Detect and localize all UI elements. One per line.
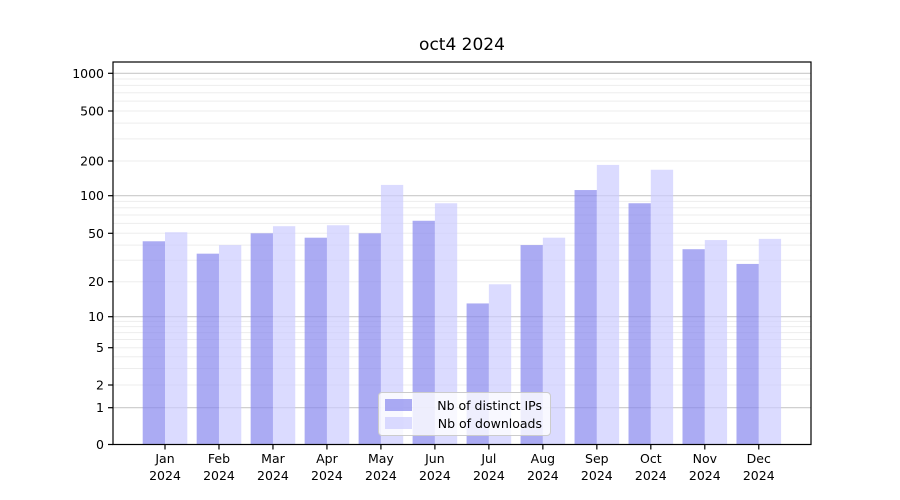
bar-downloads-oct	[650, 169, 674, 445]
bar-downloads-mar	[272, 226, 296, 445]
bar-ips-oct	[628, 203, 651, 445]
y-tick-label: 500	[80, 104, 104, 119]
legend-item-distinct-ips: Nb of distinct IPs	[385, 396, 542, 414]
bar-downloads-may	[380, 184, 404, 445]
y-tick-label: 2	[96, 378, 104, 393]
bar-ips-nov	[682, 249, 705, 445]
bar-downloads-jan	[165, 232, 188, 445]
legend-swatch-downloads-icon	[385, 417, 412, 429]
plot-border	[112, 61, 812, 446]
bar-ips-may	[358, 233, 381, 445]
chart-title: oct4 2024	[419, 35, 505, 55]
bar-ips-jun	[412, 220, 435, 445]
x-tick-label: Sep 2024	[581, 451, 613, 483]
x-tick-label: Jun 2024	[419, 451, 451, 483]
bar-downloads-feb	[218, 245, 242, 445]
y-tick-label: 5	[96, 340, 104, 355]
x-tick-label: Mar 2024	[257, 451, 289, 483]
x-tick-label: Jan 2024	[149, 451, 181, 483]
x-tick-label: Oct 2024	[635, 451, 667, 483]
y-tick-label: 0	[96, 437, 104, 452]
legend-item-downloads: Nb of downloads	[385, 414, 542, 432]
legend-swatch-distinct-ips-icon	[385, 399, 412, 411]
x-tick-label: Apr 2024	[311, 451, 343, 483]
x-tick-label: Feb 2024	[203, 451, 235, 483]
bar-downloads-nov	[704, 240, 728, 445]
bar-ips-dec	[736, 263, 759, 445]
bar-downloads-dec	[758, 238, 782, 445]
x-tick-label: Jul 2024	[473, 451, 505, 483]
legend-label-downloads: Nb of downloads	[437, 415, 542, 431]
y-tick-label: 100	[80, 188, 104, 203]
bar-ips-mar	[250, 233, 273, 445]
legend-label-distinct-ips: Nb of distinct IPs	[437, 397, 542, 413]
y-tick-label: 1000	[72, 66, 104, 81]
x-tick-label: May 2024	[365, 451, 397, 483]
y-tick-label: 1	[96, 400, 104, 415]
y-tick-label: 10	[88, 309, 104, 324]
bar-downloads-apr	[326, 225, 350, 445]
bar-downloads-sep	[596, 164, 620, 445]
legend: Nb of distinct IPs Nb of downloads	[378, 392, 551, 436]
bar-ips-feb	[196, 253, 219, 445]
bar-ips-jan	[142, 241, 165, 445]
x-tick-label: Aug 2024	[527, 451, 559, 483]
bar-downloads-jun	[434, 203, 458, 445]
y-tick-label: 20	[88, 274, 104, 289]
y-tick-label: 200	[80, 154, 104, 169]
x-tick-label: Nov 2024	[689, 451, 721, 483]
y-tick-label: 50	[88, 226, 104, 241]
x-tick-label: Dec 2024	[743, 451, 775, 483]
bar-ips-sep	[574, 190, 597, 445]
bar-ips-apr	[304, 237, 327, 445]
